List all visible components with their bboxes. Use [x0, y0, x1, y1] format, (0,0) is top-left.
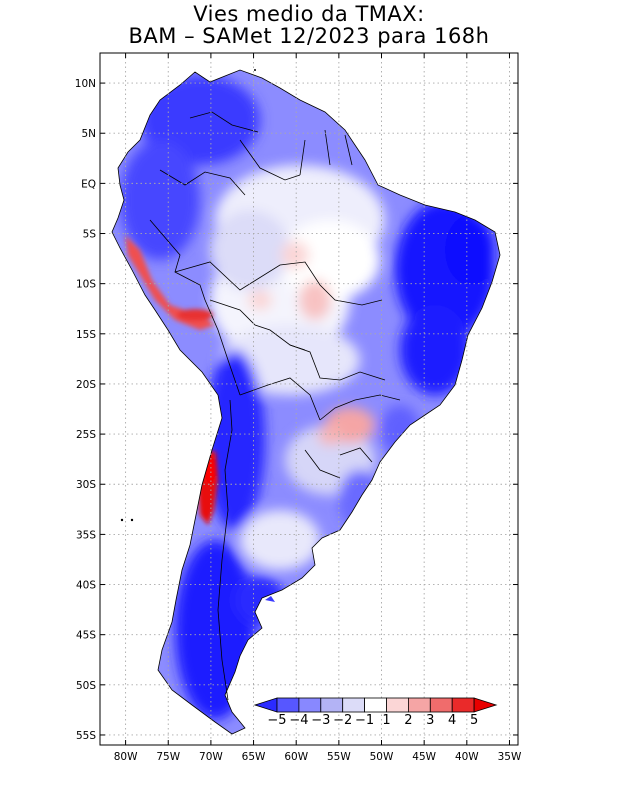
lat-tick-label: 10S	[76, 279, 96, 291]
colorbar-swatch	[320, 697, 344, 713]
map-borders	[111, 69, 501, 735]
lat-tick-label: 40S	[76, 580, 96, 592]
lon-tick-label: 70W	[199, 751, 223, 763]
gridlines	[100, 53, 518, 745]
colorbar-label: 2	[404, 713, 412, 728]
colorbar-label: −3	[311, 713, 330, 728]
colorbar-label: −4	[289, 713, 308, 728]
lat-tick-label: 5S	[83, 229, 97, 241]
lat-tick-label: 25S	[76, 429, 96, 441]
lat-tick-label: 35S	[76, 529, 96, 541]
colorbar-swatch	[342, 697, 366, 713]
lat-tick-label: 55S	[76, 730, 96, 742]
map-title-line2: BAM – SAMet 12/2023 para 168h	[128, 24, 490, 48]
colorbar-label: −1	[355, 713, 374, 728]
lat-tick-label: 45S	[76, 630, 96, 642]
lon-tick-label: 45W	[412, 751, 436, 763]
lon-tick-label: 35W	[498, 751, 522, 763]
lon-tick-label: 60W	[284, 751, 308, 763]
lat-tick-label: 30S	[76, 479, 96, 491]
colorbar-swatch	[451, 697, 475, 713]
colorbar-label: −2	[333, 713, 352, 728]
lon-tick-label: 65W	[242, 751, 266, 763]
map-title-line1: Vies medio da TMAX:	[193, 2, 425, 26]
lon-tick-label: 75W	[156, 751, 180, 763]
lon-tick-label: 55W	[327, 751, 351, 763]
lat-tick-label: EQ	[81, 178, 96, 190]
colorbar-label: 3	[426, 713, 434, 728]
colorbar-swatch	[364, 697, 387, 713]
lat-tick-label: 5N	[81, 128, 96, 140]
lat-tick-label: 10N	[75, 78, 96, 90]
lon-tick-label: 50W	[370, 751, 394, 763]
colorbar-swatch	[429, 697, 453, 713]
colorbar: −5 −4 −3 −2 −1 1 2 3 4 5	[253, 697, 498, 728]
lon-tick-label: 80W	[114, 751, 138, 763]
colorbar-label: 4	[448, 713, 456, 728]
colorbar-label: 1	[382, 713, 390, 728]
colorbar-swatch	[407, 697, 431, 713]
lat-tick-label: 50S	[76, 680, 96, 692]
colorbar-swatch	[386, 697, 409, 713]
colorbar-label: 5	[470, 713, 478, 728]
axis-ticks: 80W 75W 70W 65W 60W 55W 50W 45W 40W 35W 10N 5N EQ 5S 1…	[75, 53, 522, 763]
lat-tick-label: 20S	[76, 379, 96, 391]
islands	[120, 69, 256, 522]
lon-tick-label: 40W	[455, 751, 479, 763]
colorbar-swatch	[276, 697, 300, 713]
colorbar-label: −5	[267, 713, 286, 728]
lat-tick-label: 15S	[76, 329, 96, 341]
colorbar-swatch	[298, 697, 322, 713]
colorbar-arrow-right	[473, 697, 498, 713]
